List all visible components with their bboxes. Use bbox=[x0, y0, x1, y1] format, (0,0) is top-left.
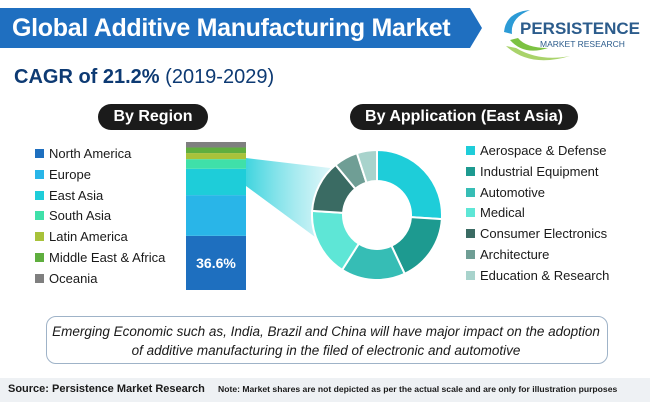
legend-label: Aerospace & Defense bbox=[480, 143, 607, 158]
legend-label: Industrial Equipment bbox=[480, 163, 599, 179]
note-box bbox=[46, 316, 608, 364]
legend-label: East Asia bbox=[49, 187, 104, 203]
application-legend: Aerospace & Defense Industrial Equipment A… bbox=[466, 143, 646, 293]
legend-swatch bbox=[35, 253, 44, 262]
legend-swatch bbox=[466, 146, 475, 155]
bar-segment-south-asia bbox=[186, 159, 246, 169]
logo-line1: PERSISTENCE bbox=[520, 19, 640, 38]
note-text: Emerging Economic such as, India, Brazil… bbox=[52, 324, 600, 358]
donut-slice-education-and-research bbox=[355, 148, 378, 184]
region-legend-item-europe: Europe bbox=[35, 167, 91, 183]
region-legend-item-middle-east-and-africa: Middle East & Africa bbox=[35, 250, 165, 266]
bar-segment-middle-east-and-africa bbox=[186, 147, 246, 154]
region-legend-item-north-america: North America bbox=[35, 146, 131, 162]
donut-slice-aerospace-and-defense bbox=[376, 148, 443, 221]
legend-swatch bbox=[35, 149, 44, 158]
cagr-period: (2019-2029) bbox=[165, 66, 275, 88]
legend-swatch bbox=[35, 169, 44, 179]
by-application-label: By Application (East Asia) bbox=[350, 104, 578, 130]
legend-swatch bbox=[466, 270, 475, 280]
legend-swatch bbox=[466, 208, 475, 218]
region-legend-item-latin-america: Latin America bbox=[35, 229, 128, 245]
legend-label: Consumer Electronics bbox=[480, 226, 608, 242]
bar-segment-europe bbox=[186, 195, 246, 236]
application-legend-item-aerospace-and-defense: Aerospace & Defense bbox=[466, 143, 606, 159]
application-legend-item-consumer-electronics: Consumer Electronics bbox=[466, 226, 607, 242]
legend-swatch bbox=[35, 273, 44, 283]
persistence-logo: PERSISTENCE MARKET RESEARCH bbox=[504, 10, 640, 61]
application-legend-item-medical: Medical bbox=[466, 205, 525, 221]
region-legend-item-south-asia: South Asia bbox=[35, 208, 111, 224]
legend-label: Education & Research bbox=[480, 267, 610, 283]
by-region-label: By Region bbox=[98, 104, 208, 130]
legend-label: Architecture bbox=[480, 247, 550, 262]
zoom-beam bbox=[246, 158, 330, 248]
legend-label: Middle East & Africa bbox=[49, 250, 166, 265]
region-legend: North America Europe East Asia South Asia La… bbox=[35, 146, 185, 296]
application-legend-item-architecture: Architecture bbox=[466, 247, 549, 263]
disclaimer-text: Note: Market shares are not depicted as … bbox=[218, 384, 618, 394]
cagr-line: CAGR of 21.2% (2019-2029) bbox=[14, 66, 274, 89]
application-legend-item-education-and-research: Education & Research bbox=[466, 268, 609, 284]
legend-swatch bbox=[35, 211, 44, 221]
legend-swatch bbox=[35, 190, 44, 200]
logo-swirl-icon bbox=[504, 10, 570, 61]
region-legend-item-oceania: Oceania bbox=[35, 271, 97, 287]
page-title: Global Additive Manufacturing Market bbox=[12, 14, 451, 42]
legend-swatch bbox=[466, 250, 475, 259]
bar-segment-north-america bbox=[186, 235, 246, 290]
region-stacked-bar: 36.6% bbox=[186, 142, 246, 290]
bar-segment-latin-america bbox=[186, 153, 246, 160]
legend-swatch bbox=[35, 232, 44, 242]
legend-label: Europe bbox=[49, 166, 91, 182]
legend-swatch bbox=[466, 166, 475, 176]
legend-swatch bbox=[466, 229, 475, 239]
cagr-value: CAGR of 21.2% bbox=[14, 66, 160, 88]
bar-segment-oceania bbox=[186, 142, 246, 148]
bar-segment-east-asia bbox=[186, 168, 246, 196]
region-legend-item-east-asia: East Asia bbox=[35, 188, 103, 204]
application-legend-item-industrial-equipment: Industrial Equipment bbox=[466, 164, 599, 180]
bar-data-label-north-america: 36.6% bbox=[196, 255, 236, 271]
legend-label: North America bbox=[49, 146, 132, 161]
footer-bar bbox=[0, 378, 650, 402]
legend-swatch bbox=[466, 187, 475, 197]
legend-label: South Asia bbox=[49, 208, 112, 224]
logo-line2: MARKET RESEARCH bbox=[540, 39, 625, 49]
legend-label: Automotive bbox=[480, 184, 546, 200]
title-banner bbox=[0, 8, 482, 48]
legend-label: Medical bbox=[480, 205, 525, 221]
application-donut bbox=[311, 148, 443, 281]
source-text: Source: Persistence Market Research bbox=[8, 383, 205, 395]
application-legend-item-automotive: Automotive bbox=[466, 185, 545, 201]
legend-label: Latin America bbox=[49, 229, 128, 245]
legend-label: Oceania bbox=[49, 270, 98, 286]
